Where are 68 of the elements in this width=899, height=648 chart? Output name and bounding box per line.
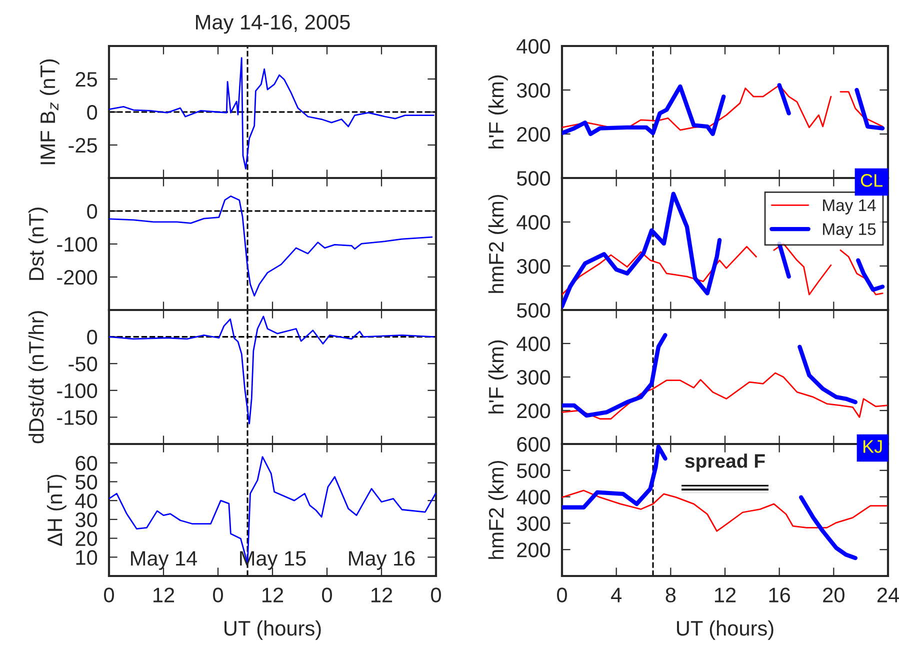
- x-tick-label: 0: [557, 588, 567, 602]
- x-tick-label: 12: [154, 588, 174, 602]
- y-tick-label: -200: [57, 270, 98, 285]
- line-series: [562, 372, 888, 420]
- y-tick-label: 40: [75, 494, 98, 508]
- y-axis-title: dDst/dt (nT/hr): [28, 311, 48, 444]
- y-tick-label: 600: [517, 437, 550, 452]
- y-tick-label: 400: [516, 39, 550, 54]
- y-tick-label: 0: [87, 330, 98, 345]
- y-tick-label: 300: [516, 370, 550, 385]
- y-tick-label: 400: [516, 215, 550, 230]
- y-tick-label: 400: [516, 490, 550, 505]
- y-tick-label: 25: [76, 72, 98, 87]
- y-tick-label: -150: [57, 410, 98, 425]
- y-tick-label: 50: [76, 474, 98, 490]
- y-tick-label: 300: [516, 516, 550, 531]
- y-axis-title: h'F (km): [488, 340, 508, 414]
- y-tick-label: 200: [517, 127, 550, 142]
- y-axis-title: IMF B$_{z}$ (nT): [40, 59, 60, 164]
- x-tick-label: 12: [262, 588, 284, 602]
- y-axis-title: h'F (km): [488, 75, 508, 148]
- y-axis-title: ΔH (nT): [46, 474, 66, 546]
- y-tick-label: -100: [57, 383, 98, 398]
- y-tick-label: 0: [87, 204, 98, 219]
- x-tick-label: 0: [213, 588, 223, 602]
- y-tick-label: 10: [76, 550, 98, 565]
- y-tick-label: 30: [76, 512, 98, 528]
- y-axis-title: Dst (nT): [28, 208, 48, 280]
- annotation: May 14: [131, 551, 198, 570]
- y-tick-label: 500: [516, 303, 550, 318]
- legend-label: May 14: [823, 200, 876, 214]
- y-axis-title: hmF2 (km): [488, 194, 508, 293]
- y-tick-label: -25: [68, 138, 98, 153]
- x-tick-label: 16: [769, 588, 790, 602]
- x-axis-title: UT (hours): [677, 620, 774, 640]
- y-tick-label: 300: [516, 259, 550, 274]
- y-tick-label: 200: [517, 542, 550, 558]
- y-tick-label: 0: [87, 105, 98, 120]
- x-tick-label: 4: [611, 588, 622, 602]
- y-tick-label: -100: [57, 237, 98, 252]
- annotation: CL: [860, 174, 883, 187]
- y-tick-label: 200: [517, 404, 550, 418]
- x-tick-label: 8: [666, 588, 676, 602]
- line-series: [109, 195, 433, 297]
- y-tick-label: 400: [516, 336, 550, 352]
- x-axis-title: UT (hours): [224, 620, 321, 640]
- legend-label: May 15: [823, 223, 876, 238]
- y-tick-label: -50: [68, 356, 98, 372]
- x-tick-label: 0: [322, 588, 332, 602]
- y-tick-label: 300: [516, 83, 550, 98]
- x-tick-label: 12: [715, 588, 736, 602]
- y-tick-label: 500: [516, 463, 550, 478]
- x-tick-label: 0: [431, 588, 441, 602]
- line-series: [109, 57, 434, 170]
- annotation: May 16: [349, 551, 415, 570]
- x-tick-label: 20: [823, 588, 844, 602]
- x-tick-label: 24: [877, 588, 899, 602]
- annotation: KJ: [864, 440, 882, 453]
- y-tick-label: 20: [76, 531, 98, 546]
- x-tick-label: 0: [104, 588, 114, 602]
- chart-title: May 14-16, 2005: [196, 14, 350, 34]
- y-axis-title: hmF2 (km): [488, 460, 508, 559]
- y-tick-label: 60: [76, 456, 98, 471]
- line-series: [562, 490, 888, 532]
- y-tick-label: 500: [516, 171, 550, 186]
- band-label: spread F: [685, 454, 765, 472]
- line-series: [109, 316, 434, 424]
- x-tick-label: 12: [372, 588, 392, 602]
